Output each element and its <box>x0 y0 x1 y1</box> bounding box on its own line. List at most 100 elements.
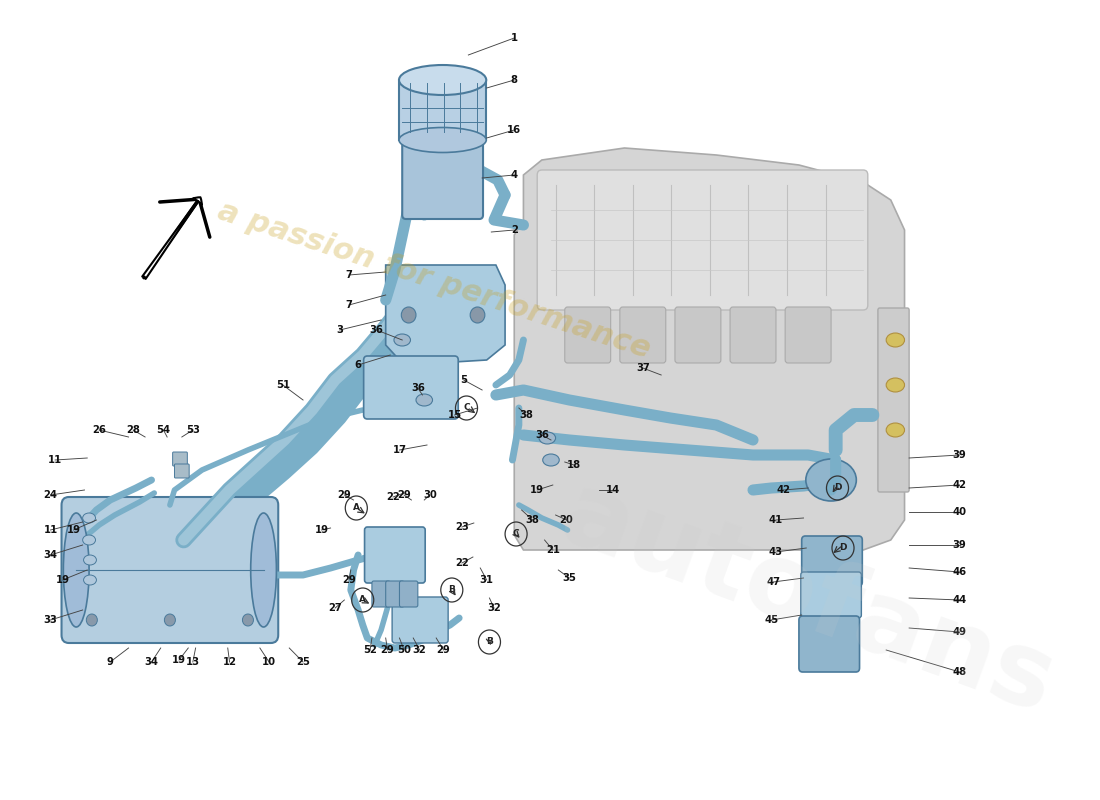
Text: 41: 41 <box>769 515 783 525</box>
Ellipse shape <box>887 333 904 347</box>
Text: 19: 19 <box>172 655 186 665</box>
Text: B: B <box>449 586 455 594</box>
Text: 35: 35 <box>562 573 576 583</box>
Text: 19: 19 <box>55 575 69 585</box>
Circle shape <box>164 614 175 626</box>
Text: 26: 26 <box>92 425 106 435</box>
Text: 7: 7 <box>345 300 352 310</box>
Ellipse shape <box>416 394 432 406</box>
Text: 42: 42 <box>953 480 967 490</box>
Ellipse shape <box>82 535 96 545</box>
Text: 39: 39 <box>953 450 967 460</box>
Text: 38: 38 <box>526 515 540 525</box>
Ellipse shape <box>887 378 904 392</box>
Ellipse shape <box>64 513 89 627</box>
Text: 39: 39 <box>953 540 967 550</box>
FancyBboxPatch shape <box>537 170 868 310</box>
Text: C: C <box>513 530 519 538</box>
Text: 22: 22 <box>455 558 469 568</box>
Text: 50: 50 <box>397 645 411 655</box>
Text: 19: 19 <box>530 485 544 495</box>
Text: 16: 16 <box>507 125 521 135</box>
Text: 28: 28 <box>126 425 140 435</box>
Text: 51: 51 <box>276 380 290 390</box>
Text: 7: 7 <box>345 270 352 280</box>
Ellipse shape <box>539 432 556 444</box>
Text: 54: 54 <box>156 425 170 435</box>
Text: A: A <box>353 503 360 513</box>
FancyBboxPatch shape <box>878 308 909 492</box>
Text: 47: 47 <box>767 577 780 587</box>
Text: 53: 53 <box>186 425 200 435</box>
Ellipse shape <box>806 459 856 501</box>
Text: 36: 36 <box>411 383 425 393</box>
Text: 29: 29 <box>437 645 450 655</box>
Text: 25: 25 <box>296 657 310 667</box>
Text: 13: 13 <box>186 657 200 667</box>
Text: C: C <box>463 403 470 413</box>
FancyBboxPatch shape <box>372 581 390 607</box>
FancyBboxPatch shape <box>730 307 776 363</box>
FancyBboxPatch shape <box>62 497 278 643</box>
Text: 4: 4 <box>510 170 518 180</box>
Text: 12: 12 <box>222 657 236 667</box>
Text: 5: 5 <box>460 375 467 385</box>
Ellipse shape <box>251 513 276 627</box>
Text: 19: 19 <box>315 525 329 535</box>
Text: 34: 34 <box>44 550 57 560</box>
Text: 18: 18 <box>566 460 581 470</box>
FancyBboxPatch shape <box>802 536 862 586</box>
Ellipse shape <box>82 513 96 523</box>
Text: 27: 27 <box>328 603 342 613</box>
Text: 49: 49 <box>953 627 967 637</box>
Text: 46: 46 <box>953 567 967 577</box>
Text: autofans: autofans <box>548 464 1068 736</box>
Text: 31: 31 <box>480 575 494 585</box>
Text: 29: 29 <box>338 490 351 500</box>
FancyBboxPatch shape <box>801 572 861 618</box>
Text: 10: 10 <box>262 657 276 667</box>
Text: 29: 29 <box>397 490 411 500</box>
FancyBboxPatch shape <box>392 597 448 643</box>
Text: 32: 32 <box>412 645 427 655</box>
FancyBboxPatch shape <box>175 464 189 478</box>
Circle shape <box>242 614 253 626</box>
FancyBboxPatch shape <box>403 141 483 219</box>
Text: 37: 37 <box>636 363 650 373</box>
Text: 6: 6 <box>354 360 362 370</box>
Text: 24: 24 <box>44 490 57 500</box>
Text: 14: 14 <box>606 485 620 495</box>
Text: 42: 42 <box>777 485 790 495</box>
Circle shape <box>402 307 416 323</box>
Text: A: A <box>360 595 366 605</box>
Text: 44: 44 <box>953 595 967 605</box>
FancyBboxPatch shape <box>399 80 486 140</box>
Text: 22: 22 <box>386 492 400 502</box>
FancyBboxPatch shape <box>386 581 404 607</box>
Text: 11: 11 <box>43 525 57 535</box>
Text: 11: 11 <box>48 455 63 465</box>
Text: 15: 15 <box>448 410 462 420</box>
Text: 52: 52 <box>363 645 377 655</box>
Circle shape <box>86 614 97 626</box>
Text: 32: 32 <box>487 603 500 613</box>
Text: D: D <box>834 483 842 493</box>
Polygon shape <box>515 148 904 550</box>
FancyBboxPatch shape <box>564 307 611 363</box>
FancyBboxPatch shape <box>399 581 418 607</box>
Text: 38: 38 <box>519 410 534 420</box>
Ellipse shape <box>84 575 97 585</box>
Ellipse shape <box>887 423 904 437</box>
Text: 40: 40 <box>953 507 967 517</box>
Text: 45: 45 <box>764 615 779 625</box>
Ellipse shape <box>84 555 97 565</box>
FancyBboxPatch shape <box>785 307 832 363</box>
Text: 19: 19 <box>66 525 80 535</box>
Circle shape <box>470 307 485 323</box>
Text: 9: 9 <box>107 657 113 667</box>
Text: 8: 8 <box>510 75 518 85</box>
Ellipse shape <box>542 454 559 466</box>
Text: 3: 3 <box>337 325 343 335</box>
Text: 29: 29 <box>342 575 355 585</box>
Text: 36: 36 <box>370 325 384 335</box>
